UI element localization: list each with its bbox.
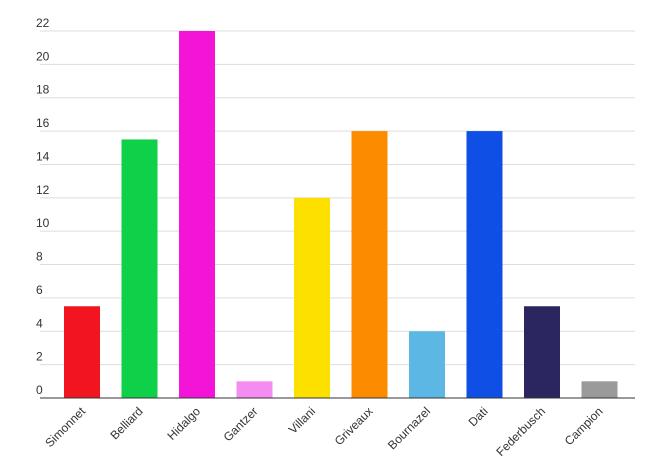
y-tick-label: 2 (36, 350, 43, 364)
y-tick-label: 12 (36, 183, 50, 197)
bar-villani (294, 197, 330, 398)
bar-dati (466, 131, 503, 398)
x-tick-label: Hidalgo (164, 404, 203, 443)
x-tick-label: Villani (286, 404, 318, 436)
bar-griveaux (351, 131, 388, 398)
y-tick-label: 0 (36, 383, 43, 397)
y-tick-label: 14 (36, 149, 50, 163)
bar-belliard (121, 139, 158, 398)
x-tick-label: Dati (466, 404, 491, 429)
x-tick-label: Simonnet (42, 404, 88, 450)
x-tick-label: Campion (562, 404, 606, 448)
y-tick-label: 8 (36, 250, 43, 264)
x-tick-label: Bournazel (385, 404, 433, 452)
bar-gantzer (236, 381, 273, 398)
x-tick-label: Belliard (107, 404, 145, 442)
bar-simonnet (64, 306, 100, 398)
x-tick-label: Gantzer (221, 404, 261, 444)
y-tick-label: 18 (36, 83, 50, 97)
bar-bournazel (409, 331, 445, 398)
y-tick-label: 6 (36, 283, 43, 297)
y-tick-label: 20 (36, 49, 50, 63)
bar-federbusch (524, 306, 560, 398)
y-tick-label: 22 (36, 16, 50, 30)
x-tick-label: Federbusch (493, 404, 548, 459)
bar-hidalgo (179, 31, 215, 398)
y-tick-label: 16 (36, 116, 50, 130)
y-tick-label: 10 (36, 216, 50, 230)
x-tick-label: Griveaux (332, 404, 376, 448)
bar-campion (581, 381, 618, 398)
y-tick-label: 4 (36, 316, 43, 330)
